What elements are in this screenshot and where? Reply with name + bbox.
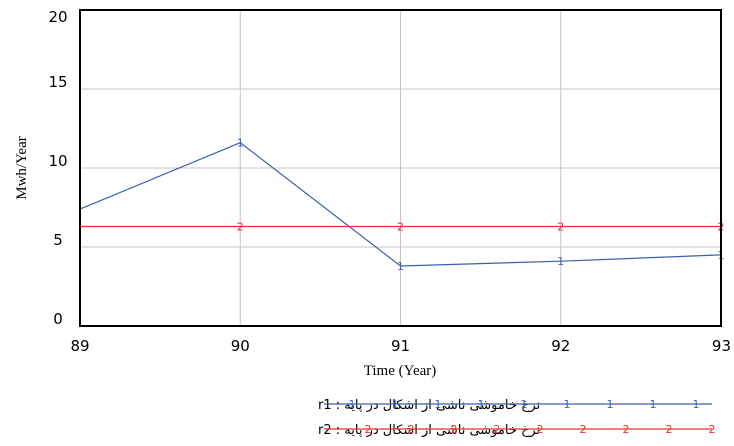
legend-marker-1: 1 — [392, 398, 399, 411]
y-tick-label: 5 — [53, 231, 63, 249]
y-tick-label: 10 — [48, 152, 67, 170]
plot-frame — [79, 9, 722, 327]
legend-marker-1: 1 — [478, 398, 485, 411]
x-tick-label: 91 — [391, 337, 410, 355]
legend-label-2: نرخ خاموشی ناشی از اشکال در پایه : r2 — [318, 423, 540, 438]
legend-marker-1: 1 — [435, 398, 442, 411]
series-1-line — [79, 142, 722, 267]
series-2-marker: 2 — [397, 220, 404, 233]
legend-marker-2: 2 — [451, 423, 458, 436]
series-1-marker: 1 — [237, 137, 244, 150]
legend-marker-2: 2 — [623, 423, 630, 436]
series-2-marker: 2 — [237, 220, 244, 233]
legend-marker-2: 2 — [537, 423, 544, 436]
legend: نرخ خاموشی ناشی از اشکال در پایه : r11 1 1… — [318, 398, 716, 438]
legend-marker-1: 1 — [349, 398, 356, 411]
y-tick-label: 20 — [48, 8, 67, 26]
gridlines — [80, 10, 721, 326]
legend-marker-1: 1 — [564, 398, 571, 411]
y-tick-label: 15 — [48, 73, 67, 91]
x-tick-label: 90 — [231, 337, 250, 355]
legend-marker-1: 1 — [693, 398, 700, 411]
legend-marker-2: 2 — [580, 423, 587, 436]
y-tick-labels: 0 5 10 15 20 — [48, 8, 67, 328]
x-axis-title: Time (Year) — [364, 363, 437, 379]
x-tick-labels: 89 90 91 92 93 — [70, 337, 731, 355]
x-tick-label: 89 — [70, 337, 89, 355]
legend-marker-2: 2 — [666, 423, 673, 436]
legend-marker-1: 1 — [521, 398, 528, 411]
y-tick-label: 0 — [53, 310, 63, 328]
series-1-marker: 1 — [397, 260, 404, 273]
legend-marker-2: 2 — [365, 423, 372, 436]
legend-label-1: نرخ خاموشی ناشی از اشکال در پایه : r1 — [318, 398, 540, 413]
x-tick-label: 93 — [712, 337, 731, 355]
legend-marker-2: 2 — [709, 423, 716, 436]
y-axis-title: Mwh/Year — [14, 136, 30, 199]
series-1-marker: 1 — [557, 255, 564, 268]
legend-marker-1: 1 — [650, 398, 657, 411]
legend-marker-2: 2 — [494, 423, 501, 436]
x-tick-label: 92 — [551, 337, 570, 355]
legend-marker-1: 1 — [607, 398, 614, 411]
legend-marker-2: 2 — [408, 423, 415, 436]
series-2-marker: 2 — [557, 220, 564, 233]
